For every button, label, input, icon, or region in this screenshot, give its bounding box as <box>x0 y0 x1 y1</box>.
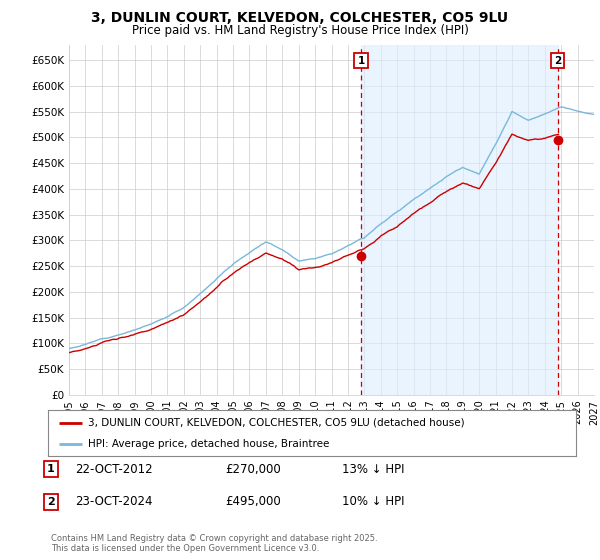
Text: 2: 2 <box>47 497 55 507</box>
Text: Price paid vs. HM Land Registry's House Price Index (HPI): Price paid vs. HM Land Registry's House … <box>131 24 469 36</box>
Text: 2: 2 <box>554 55 562 66</box>
Text: HPI: Average price, detached house, Braintree: HPI: Average price, detached house, Brai… <box>88 439 329 449</box>
Text: £495,000: £495,000 <box>225 495 281 508</box>
Text: 22-OCT-2012: 22-OCT-2012 <box>75 463 152 476</box>
Text: 3, DUNLIN COURT, KELVEDON, COLCHESTER, CO5 9LU (detached house): 3, DUNLIN COURT, KELVEDON, COLCHESTER, C… <box>88 418 464 428</box>
Text: Contains HM Land Registry data © Crown copyright and database right 2025.
This d: Contains HM Land Registry data © Crown c… <box>51 534 377 553</box>
Text: 13% ↓ HPI: 13% ↓ HPI <box>342 463 404 476</box>
Text: 10% ↓ HPI: 10% ↓ HPI <box>342 495 404 508</box>
Text: 1: 1 <box>47 464 55 474</box>
Text: 23-OCT-2024: 23-OCT-2024 <box>75 495 152 508</box>
Text: £270,000: £270,000 <box>225 463 281 476</box>
Text: 1: 1 <box>358 55 365 66</box>
Bar <box>361 45 558 395</box>
Text: 3, DUNLIN COURT, KELVEDON, COLCHESTER, CO5 9LU: 3, DUNLIN COURT, KELVEDON, COLCHESTER, C… <box>91 11 509 25</box>
